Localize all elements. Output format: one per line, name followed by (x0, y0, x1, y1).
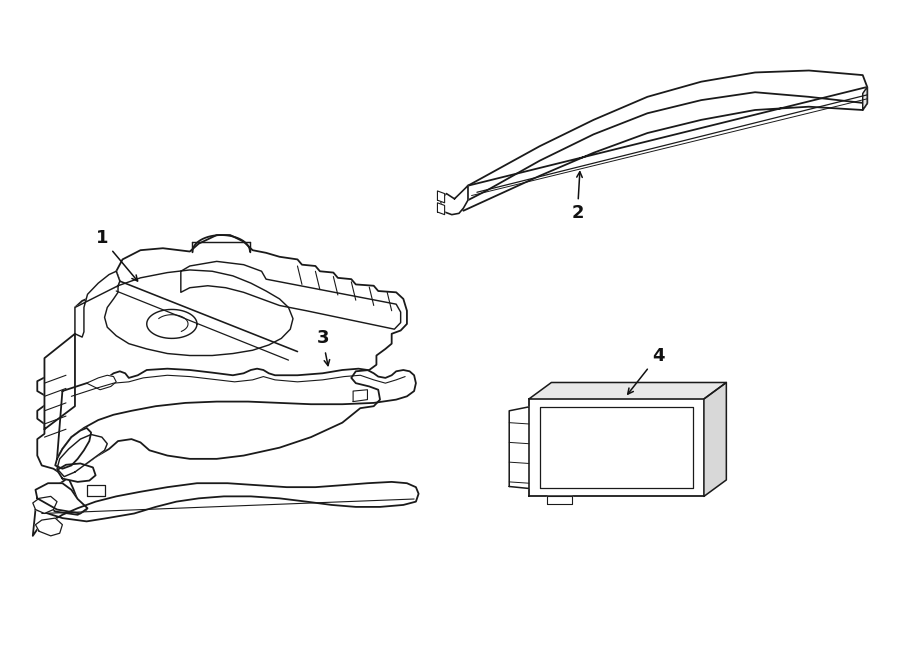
Text: 3: 3 (316, 329, 329, 366)
Polygon shape (35, 483, 87, 514)
Polygon shape (454, 87, 868, 211)
Text: 2: 2 (572, 172, 584, 222)
Polygon shape (441, 186, 468, 215)
Polygon shape (32, 482, 418, 536)
Polygon shape (437, 191, 445, 203)
Polygon shape (44, 334, 75, 429)
Text: 4: 4 (627, 346, 664, 394)
Polygon shape (353, 390, 367, 402)
Polygon shape (55, 428, 91, 469)
Polygon shape (529, 399, 704, 496)
Polygon shape (57, 434, 107, 477)
Text: 1: 1 (95, 229, 138, 281)
Polygon shape (37, 235, 407, 515)
Polygon shape (57, 463, 95, 482)
Polygon shape (704, 383, 726, 496)
Polygon shape (437, 203, 445, 215)
Polygon shape (547, 496, 572, 504)
Polygon shape (75, 271, 120, 337)
Polygon shape (468, 71, 868, 200)
Polygon shape (57, 369, 416, 459)
Polygon shape (181, 261, 400, 329)
Polygon shape (35, 518, 62, 536)
Polygon shape (529, 383, 726, 399)
Polygon shape (86, 375, 116, 390)
Polygon shape (32, 496, 57, 514)
Polygon shape (509, 407, 529, 488)
Polygon shape (863, 87, 868, 110)
